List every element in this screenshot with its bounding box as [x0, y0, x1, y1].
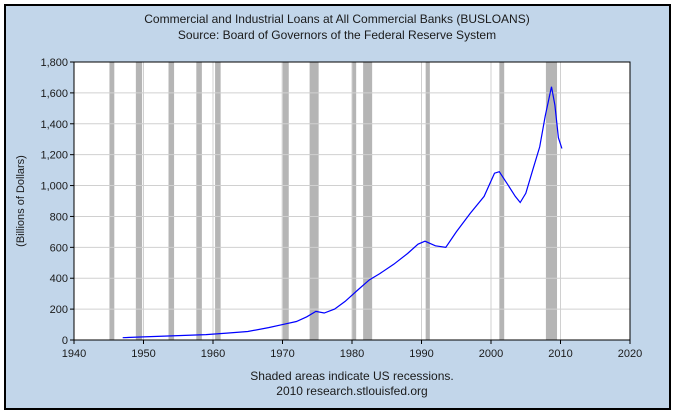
x-tick-label: 1950 — [131, 348, 155, 360]
recession-band — [352, 62, 357, 340]
recession-band — [499, 62, 505, 340]
x-tick-label: 1990 — [409, 348, 433, 360]
recession-band — [196, 62, 202, 340]
chart-title: Commercial and Industrial Loans at All C… — [144, 12, 529, 26]
recession-band — [363, 62, 373, 340]
y-tick-label: 400 — [50, 273, 68, 285]
y-tick-label: 1,000 — [40, 181, 68, 193]
y-tick-label: 0 — [62, 335, 68, 347]
recession-band — [545, 62, 558, 340]
x-tick-label: 1970 — [270, 348, 294, 360]
x-tick-label: 2020 — [618, 348, 642, 360]
x-tick-label: 1960 — [201, 348, 225, 360]
y-tick-label: 200 — [50, 304, 68, 316]
y-tick-label: 1,400 — [40, 119, 68, 131]
footnote-source: 2010 research.stlouisfed.org — [276, 384, 427, 398]
x-tick-label: 2010 — [548, 348, 572, 360]
recession-band — [309, 62, 319, 340]
y-tick-label: 600 — [50, 242, 68, 254]
x-tick-label: 2000 — [479, 348, 503, 360]
y-tick-label: 800 — [50, 211, 68, 223]
chart-subtitle: Source: Board of Governors of the Federa… — [178, 28, 496, 42]
x-tick-label: 1980 — [340, 348, 364, 360]
plot-border — [73, 61, 631, 341]
series-layer — [73, 61, 631, 341]
recession-band — [425, 62, 430, 340]
axis-ticks: 0 200 400 600 800 1,000 1,200 1,400 1,600 1,800 19… — [40, 57, 642, 360]
x-tick-label: 1940 — [62, 348, 86, 360]
recession-band — [135, 62, 143, 340]
recession-band — [215, 62, 221, 340]
footnote-recessions: Shaded areas indicate US recessions. — [250, 369, 453, 383]
recession-band — [168, 62, 175, 340]
recession-band — [281, 62, 289, 340]
y-tick-label: 1,200 — [40, 150, 68, 162]
series-line — [122, 86, 563, 339]
y-axis-label: (Billions of Dollars) — [15, 155, 27, 247]
recession-band — [109, 62, 115, 340]
recession-bands — [109, 62, 558, 340]
y-tick-label: 1,800 — [40, 57, 68, 69]
y-tick-label: 1,600 — [40, 88, 68, 100]
